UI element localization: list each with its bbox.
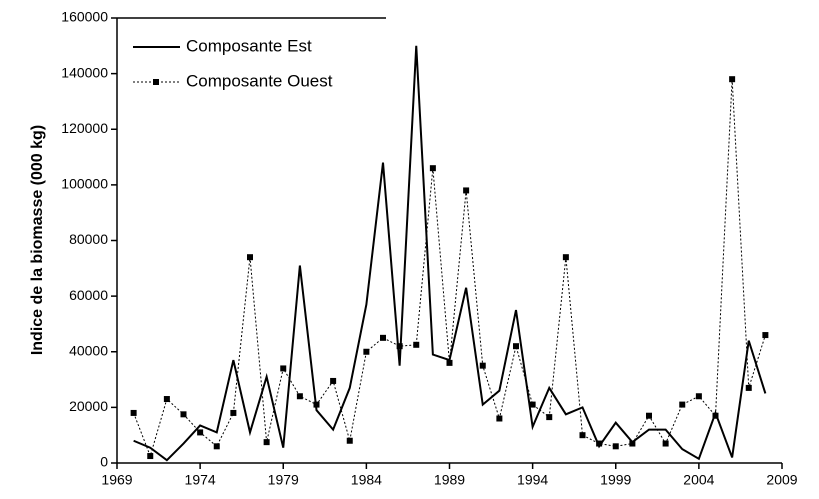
y-tick-label: 100000 (61, 176, 108, 192)
point (712, 412, 719, 419)
point (163, 396, 170, 403)
series-line (133, 45, 767, 462)
point (562, 254, 569, 261)
x-tick-label: 1989 (434, 472, 465, 488)
point (296, 393, 303, 400)
point (346, 437, 353, 444)
point (230, 409, 237, 416)
point (729, 76, 736, 83)
x-tick-label: 2004 (683, 472, 714, 488)
point (695, 393, 702, 400)
x-tick-label: 1999 (600, 472, 631, 488)
point (147, 453, 154, 460)
series-line (133, 79, 766, 458)
point (280, 365, 287, 372)
point (679, 401, 686, 408)
x-tick-label: 2009 (766, 472, 797, 488)
point (463, 187, 470, 194)
point (546, 414, 553, 421)
legend-marker (153, 79, 159, 85)
y-tick-label: 60000 (69, 287, 108, 303)
point (479, 362, 486, 369)
point (429, 165, 436, 172)
point (363, 348, 370, 355)
x-tick-label: 1969 (101, 472, 132, 488)
point (213, 443, 220, 450)
point (646, 412, 652, 419)
point (180, 411, 187, 418)
point (579, 432, 586, 439)
point (629, 440, 636, 447)
point (330, 377, 337, 384)
x-tick-label: 1979 (268, 472, 299, 488)
point (396, 343, 403, 350)
point (197, 429, 204, 436)
point (612, 443, 619, 450)
point (513, 343, 519, 350)
point (446, 359, 453, 366)
x-tick-label: 1974 (185, 472, 216, 488)
point (662, 440, 669, 447)
y-tick-label: 160000 (61, 9, 108, 25)
y-tick-label: 40000 (69, 342, 108, 358)
y-tick-label: 20000 (69, 398, 108, 414)
point (762, 332, 769, 339)
point (596, 440, 603, 447)
legend-label: Composante Est (186, 36, 312, 55)
legend-label: Composante Ouest (186, 71, 333, 90)
point (496, 415, 503, 422)
point (263, 439, 270, 446)
point (745, 384, 752, 391)
x-tick-label: 1994 (517, 472, 548, 488)
point (130, 409, 137, 416)
y-tick-label: 140000 (61, 64, 108, 80)
point (313, 401, 320, 408)
y-axis-label: Indice de la biomasse (000 kg) (29, 125, 46, 355)
point (380, 334, 386, 341)
point (247, 254, 253, 261)
y-tick-label: 0 (100, 454, 108, 470)
point (413, 341, 420, 348)
x-tick-label: 1984 (351, 472, 382, 488)
y-tick-label: 80000 (69, 231, 108, 247)
y-tick-label: 120000 (61, 120, 108, 136)
point (529, 401, 536, 408)
